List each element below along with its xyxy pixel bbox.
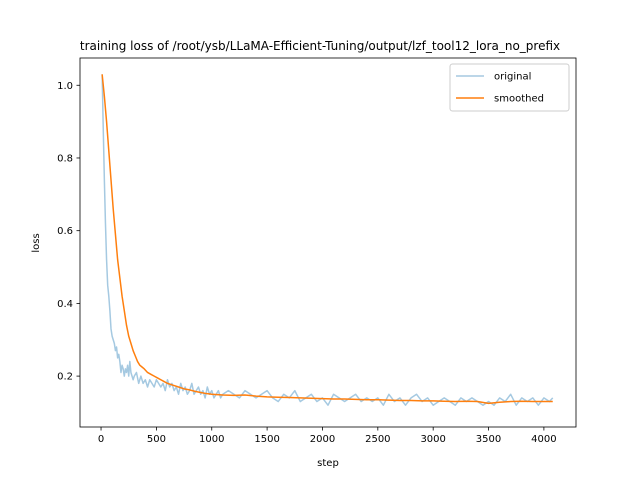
series-layer (101, 74, 554, 406)
y-tick-label: 0.2 (57, 372, 73, 383)
series-line-smoothed (101, 74, 553, 405)
x-tick-label: 500 (147, 434, 166, 445)
x-tick-label: 1000 (199, 434, 224, 445)
y-tick-label: 1.0 (57, 81, 73, 92)
y-tick-label: 0.6 (57, 226, 73, 237)
x-axis: 0 500 1000 1500 2000 2500 3000 3500 4000 (98, 427, 557, 445)
x-tick-label: 2500 (365, 434, 390, 445)
y-axis: 0.2 0.4 0.6 0.8 1.0 (57, 81, 80, 383)
chart-title: training loss of /root/ysb/LLaMA-Efficie… (80, 39, 560, 53)
x-tick-label: 0 (98, 434, 104, 445)
x-tick-label: 4000 (531, 434, 556, 445)
y-tick-label: 0.8 (57, 153, 73, 164)
plot-frame (79, 57, 577, 428)
x-tick-label: 1500 (254, 434, 279, 445)
y-tick-label: 0.4 (57, 299, 73, 310)
x-tick-label: 3000 (420, 434, 445, 445)
legend: original smoothed (449, 63, 570, 112)
series-line-original (101, 74, 554, 406)
x-tick-label: 3500 (476, 434, 501, 445)
x-axis-label: step (317, 458, 339, 469)
y-axis-label: loss (31, 233, 42, 252)
legend-box (449, 63, 570, 112)
legend-label-original: original (494, 72, 531, 83)
x-tick-label: 2000 (310, 434, 335, 445)
legend-label-smoothed: smoothed (494, 94, 544, 105)
